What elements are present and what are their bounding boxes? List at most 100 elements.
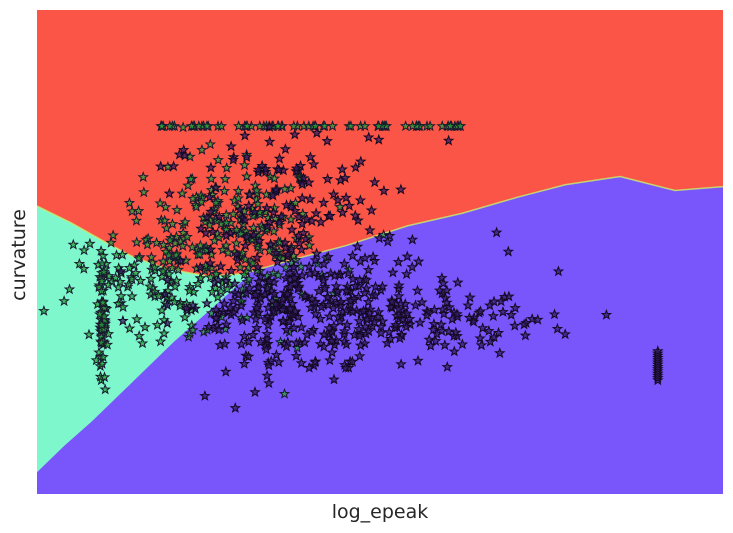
scatter-point (284, 267, 296, 278)
scatter-point (452, 276, 464, 288)
scatter-point (484, 299, 496, 311)
scatter-point (210, 181, 222, 193)
scatter-point (97, 351, 109, 362)
scatter-point (159, 288, 172, 300)
scatter-point (221, 283, 233, 295)
scatter-point (231, 254, 244, 266)
scatter-point (400, 268, 413, 280)
scatter-point (309, 356, 321, 368)
scatter-point (412, 354, 424, 366)
scatter-point (305, 301, 317, 313)
scatter-point (368, 316, 381, 328)
scatter-point (401, 250, 414, 262)
scatter-point (239, 253, 252, 265)
scatter-point (236, 314, 249, 326)
scatter-point (322, 250, 334, 262)
scatter-point (395, 358, 407, 370)
scatter-point (67, 238, 80, 250)
scatter-point (327, 188, 340, 200)
scatter-point (272, 120, 284, 132)
scatter-point (332, 311, 345, 323)
scatter-point (154, 335, 167, 347)
scatter-point (201, 297, 213, 309)
scatter-point (443, 301, 455, 313)
scatter-point (309, 296, 321, 308)
scatter-point (451, 308, 463, 320)
scatter-point (351, 240, 364, 252)
scatter-point (332, 194, 344, 206)
scatter-point (319, 282, 331, 294)
scatter-point (427, 323, 440, 335)
scatter-point (204, 243, 217, 255)
scatter-point (240, 170, 253, 182)
scatter-point (494, 347, 506, 359)
scatter-point (195, 195, 208, 207)
scatter-point (330, 280, 343, 292)
scatter-point (340, 338, 353, 350)
scatter-point (138, 186, 150, 198)
scatter-point (338, 325, 351, 337)
scatter-point (148, 261, 161, 273)
scatter-point (335, 295, 347, 307)
scatter-point (234, 203, 246, 215)
scatter-point (369, 289, 381, 301)
scatter-point (289, 196, 302, 208)
scatter-point (134, 274, 147, 286)
scatter-point (270, 183, 282, 195)
scatter-point (456, 338, 469, 350)
scatter-point (151, 319, 164, 330)
scatter-point (390, 319, 402, 330)
scatter-point (157, 265, 169, 277)
scatter-point (304, 151, 317, 163)
scatter-point (343, 199, 356, 211)
scatter-point (123, 261, 136, 273)
scatter-point (140, 233, 152, 245)
scatter-point (229, 402, 242, 413)
scatter-point (83, 328, 95, 340)
scatter-point (326, 335, 338, 346)
scatter-point (318, 258, 330, 270)
scatter-point (509, 302, 521, 313)
scatter-point (372, 311, 384, 322)
scatter-point (273, 152, 286, 164)
scatter-point (268, 288, 280, 299)
scatter-point (309, 266, 321, 278)
scatter-point (424, 339, 437, 351)
scatter-point (101, 338, 114, 350)
scatter-point (179, 311, 191, 323)
scatter-point (476, 322, 489, 334)
scatter-point (204, 257, 216, 269)
scatter-point (353, 323, 365, 335)
scatter-point (177, 226, 189, 238)
scatter-point (232, 192, 245, 204)
scatter-point (203, 191, 216, 203)
scatter-point (284, 281, 297, 292)
scatter-point (254, 120, 266, 132)
scatter-point (264, 275, 276, 287)
scatter-point (340, 304, 353, 316)
scatter-point (272, 269, 284, 281)
scatter-point (270, 348, 283, 360)
scatter-point (347, 273, 359, 284)
scatter-point (303, 176, 315, 188)
scatter-point (279, 236, 291, 248)
scatter-point (136, 337, 149, 349)
scatter-point (239, 239, 252, 251)
scatter-point (304, 193, 316, 205)
scatter-point (170, 249, 182, 261)
scatter-point (187, 299, 199, 311)
scatter-point (270, 246, 282, 258)
scatter-point (364, 224, 376, 236)
scatter-point (93, 346, 105, 358)
scatter-point (220, 365, 232, 377)
scatter-point (383, 229, 396, 241)
scatter-point (243, 199, 255, 211)
scatter-point (38, 304, 50, 316)
scatter-point (214, 260, 227, 272)
scatter-point (334, 315, 346, 327)
scatter-point (296, 178, 309, 190)
scatter-point (131, 313, 143, 325)
scatter-point (315, 301, 328, 313)
scatter-point (171, 204, 183, 215)
scatter-point (219, 173, 231, 184)
